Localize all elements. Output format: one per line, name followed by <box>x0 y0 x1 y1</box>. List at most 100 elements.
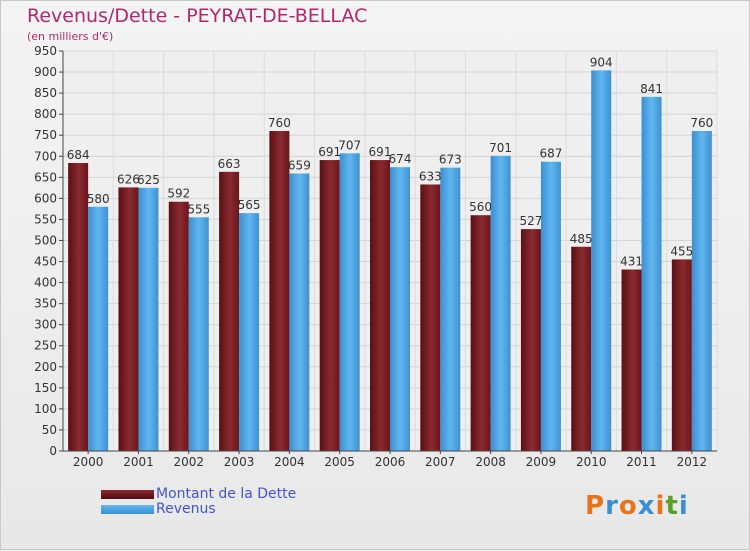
y-tick-label: 900 <box>34 65 57 79</box>
x-tick-label: 2003 <box>224 455 255 469</box>
data-label-dette: 560 <box>469 200 492 214</box>
legend-label-dette: Montant de la Dette <box>156 486 297 502</box>
x-tick-label: 2000 <box>73 455 104 469</box>
x-tick-label: 2005 <box>324 455 355 469</box>
data-label-dette: 691 <box>369 145 392 159</box>
data-label-dette: 592 <box>167 187 190 201</box>
legend-label-revenus: Revenus <box>156 501 216 517</box>
bar-revenus <box>440 167 461 451</box>
bar-dette <box>219 171 240 451</box>
data-label-revenus: 701 <box>489 141 512 155</box>
bar-revenus <box>641 96 662 451</box>
logo-letter: x <box>637 491 656 521</box>
data-label-revenus: 625 <box>137 173 160 187</box>
logo-letter: P <box>585 491 606 521</box>
data-label-dette: 527 <box>519 214 542 228</box>
y-tick-label: 700 <box>34 149 57 163</box>
bar-dette <box>621 269 642 451</box>
logo-letter: t <box>665 491 679 521</box>
bar-revenus <box>591 70 612 452</box>
y-tick-label: 650 <box>34 170 57 184</box>
bar-revenus <box>88 206 109 451</box>
bar-dette <box>370 160 390 452</box>
bar-dette <box>118 187 139 451</box>
bar-revenus <box>490 155 511 451</box>
y-tick-label: 200 <box>34 360 57 374</box>
y-tick-label: 350 <box>34 297 57 311</box>
y-tick-label: 400 <box>34 276 57 290</box>
data-label-dette: 760 <box>268 116 291 130</box>
data-label-revenus: 580 <box>87 192 110 206</box>
data-label-dette: 455 <box>670 244 693 258</box>
data-label-dette: 626 <box>117 172 140 186</box>
logo-letter: r <box>605 491 619 521</box>
x-tick-label: 2009 <box>526 455 557 469</box>
bar-revenus <box>138 187 159 451</box>
x-tick-label: 2006 <box>375 455 406 469</box>
x-tick-label: 2010 <box>576 455 607 469</box>
x-tick-label: 2004 <box>274 455 305 469</box>
bar-dette <box>671 259 692 451</box>
data-label-revenus: 555 <box>187 202 210 216</box>
logo-letter: o <box>618 491 638 521</box>
y-tick-label: 300 <box>34 318 57 332</box>
bar-dette <box>68 163 89 451</box>
proxiti-logo: Proxiti <box>585 491 689 521</box>
y-tick-label: 500 <box>34 233 57 247</box>
data-label-dette: 485 <box>570 232 593 246</box>
x-tick-label: 2008 <box>475 455 506 469</box>
data-label-revenus: 687 <box>539 147 562 161</box>
bar-dette <box>168 201 189 451</box>
chart-subtitle: (en milliers d'€) <box>27 30 114 43</box>
data-label-dette: 633 <box>419 169 442 183</box>
y-tick-label: 250 <box>34 339 57 353</box>
legend-item-dette: Montant de la Dette <box>101 487 296 502</box>
bar-dette <box>470 215 491 451</box>
bar-dette <box>520 229 541 451</box>
chart-title: Revenus/Dette - PEYRAT-DE-BELLAC <box>27 5 368 27</box>
x-tick-label: 2002 <box>173 455 204 469</box>
y-tick-label: 150 <box>34 381 57 395</box>
bar-revenus <box>289 173 310 452</box>
data-label-revenus: 674 <box>389 152 412 166</box>
legend-swatch-revenus <box>101 505 154 514</box>
y-tick-label: 750 <box>34 128 57 142</box>
logo-letter: i <box>678 491 689 521</box>
legend-item-revenus: Revenus <box>101 502 296 517</box>
bar-revenus <box>339 153 360 451</box>
logo-letter: i <box>655 491 666 521</box>
bar-revenus <box>188 217 209 451</box>
data-label-dette: 431 <box>620 255 643 269</box>
bar-revenus <box>239 213 260 451</box>
bar-revenus <box>540 161 561 451</box>
data-label-revenus: 760 <box>690 116 713 130</box>
y-tick-label: 800 <box>34 107 57 121</box>
bar-dette <box>269 131 290 451</box>
bar-dette <box>319 160 340 452</box>
data-label-dette: 691 <box>318 145 341 159</box>
y-tick-label: 50 <box>42 423 57 437</box>
y-tick-label: 450 <box>34 255 57 269</box>
bar-revenus <box>691 131 712 451</box>
x-tick-label: 2012 <box>677 455 708 469</box>
data-label-revenus: 673 <box>439 153 462 167</box>
y-tick-label: 950 <box>34 44 57 58</box>
data-label-revenus: 841 <box>640 82 663 96</box>
bar-dette <box>571 246 592 451</box>
y-tick-label: 100 <box>34 402 57 416</box>
data-label-dette: 663 <box>218 157 241 171</box>
y-tick-label: 850 <box>34 86 57 100</box>
legend-swatch-dette <box>101 490 154 499</box>
y-tick-label: 600 <box>34 191 57 205</box>
data-label-revenus: 659 <box>288 159 311 173</box>
x-tick-label: 2007 <box>425 455 456 469</box>
data-label-revenus: 565 <box>238 198 261 212</box>
data-label-revenus: 904 <box>590 55 613 69</box>
x-tick-label: 2011 <box>626 455 657 469</box>
y-tick-label: 550 <box>34 212 57 226</box>
data-label-dette: 684 <box>67 148 90 162</box>
chart-legend: Montant de la Dette Revenus <box>101 487 296 517</box>
bar-revenus <box>390 167 410 452</box>
